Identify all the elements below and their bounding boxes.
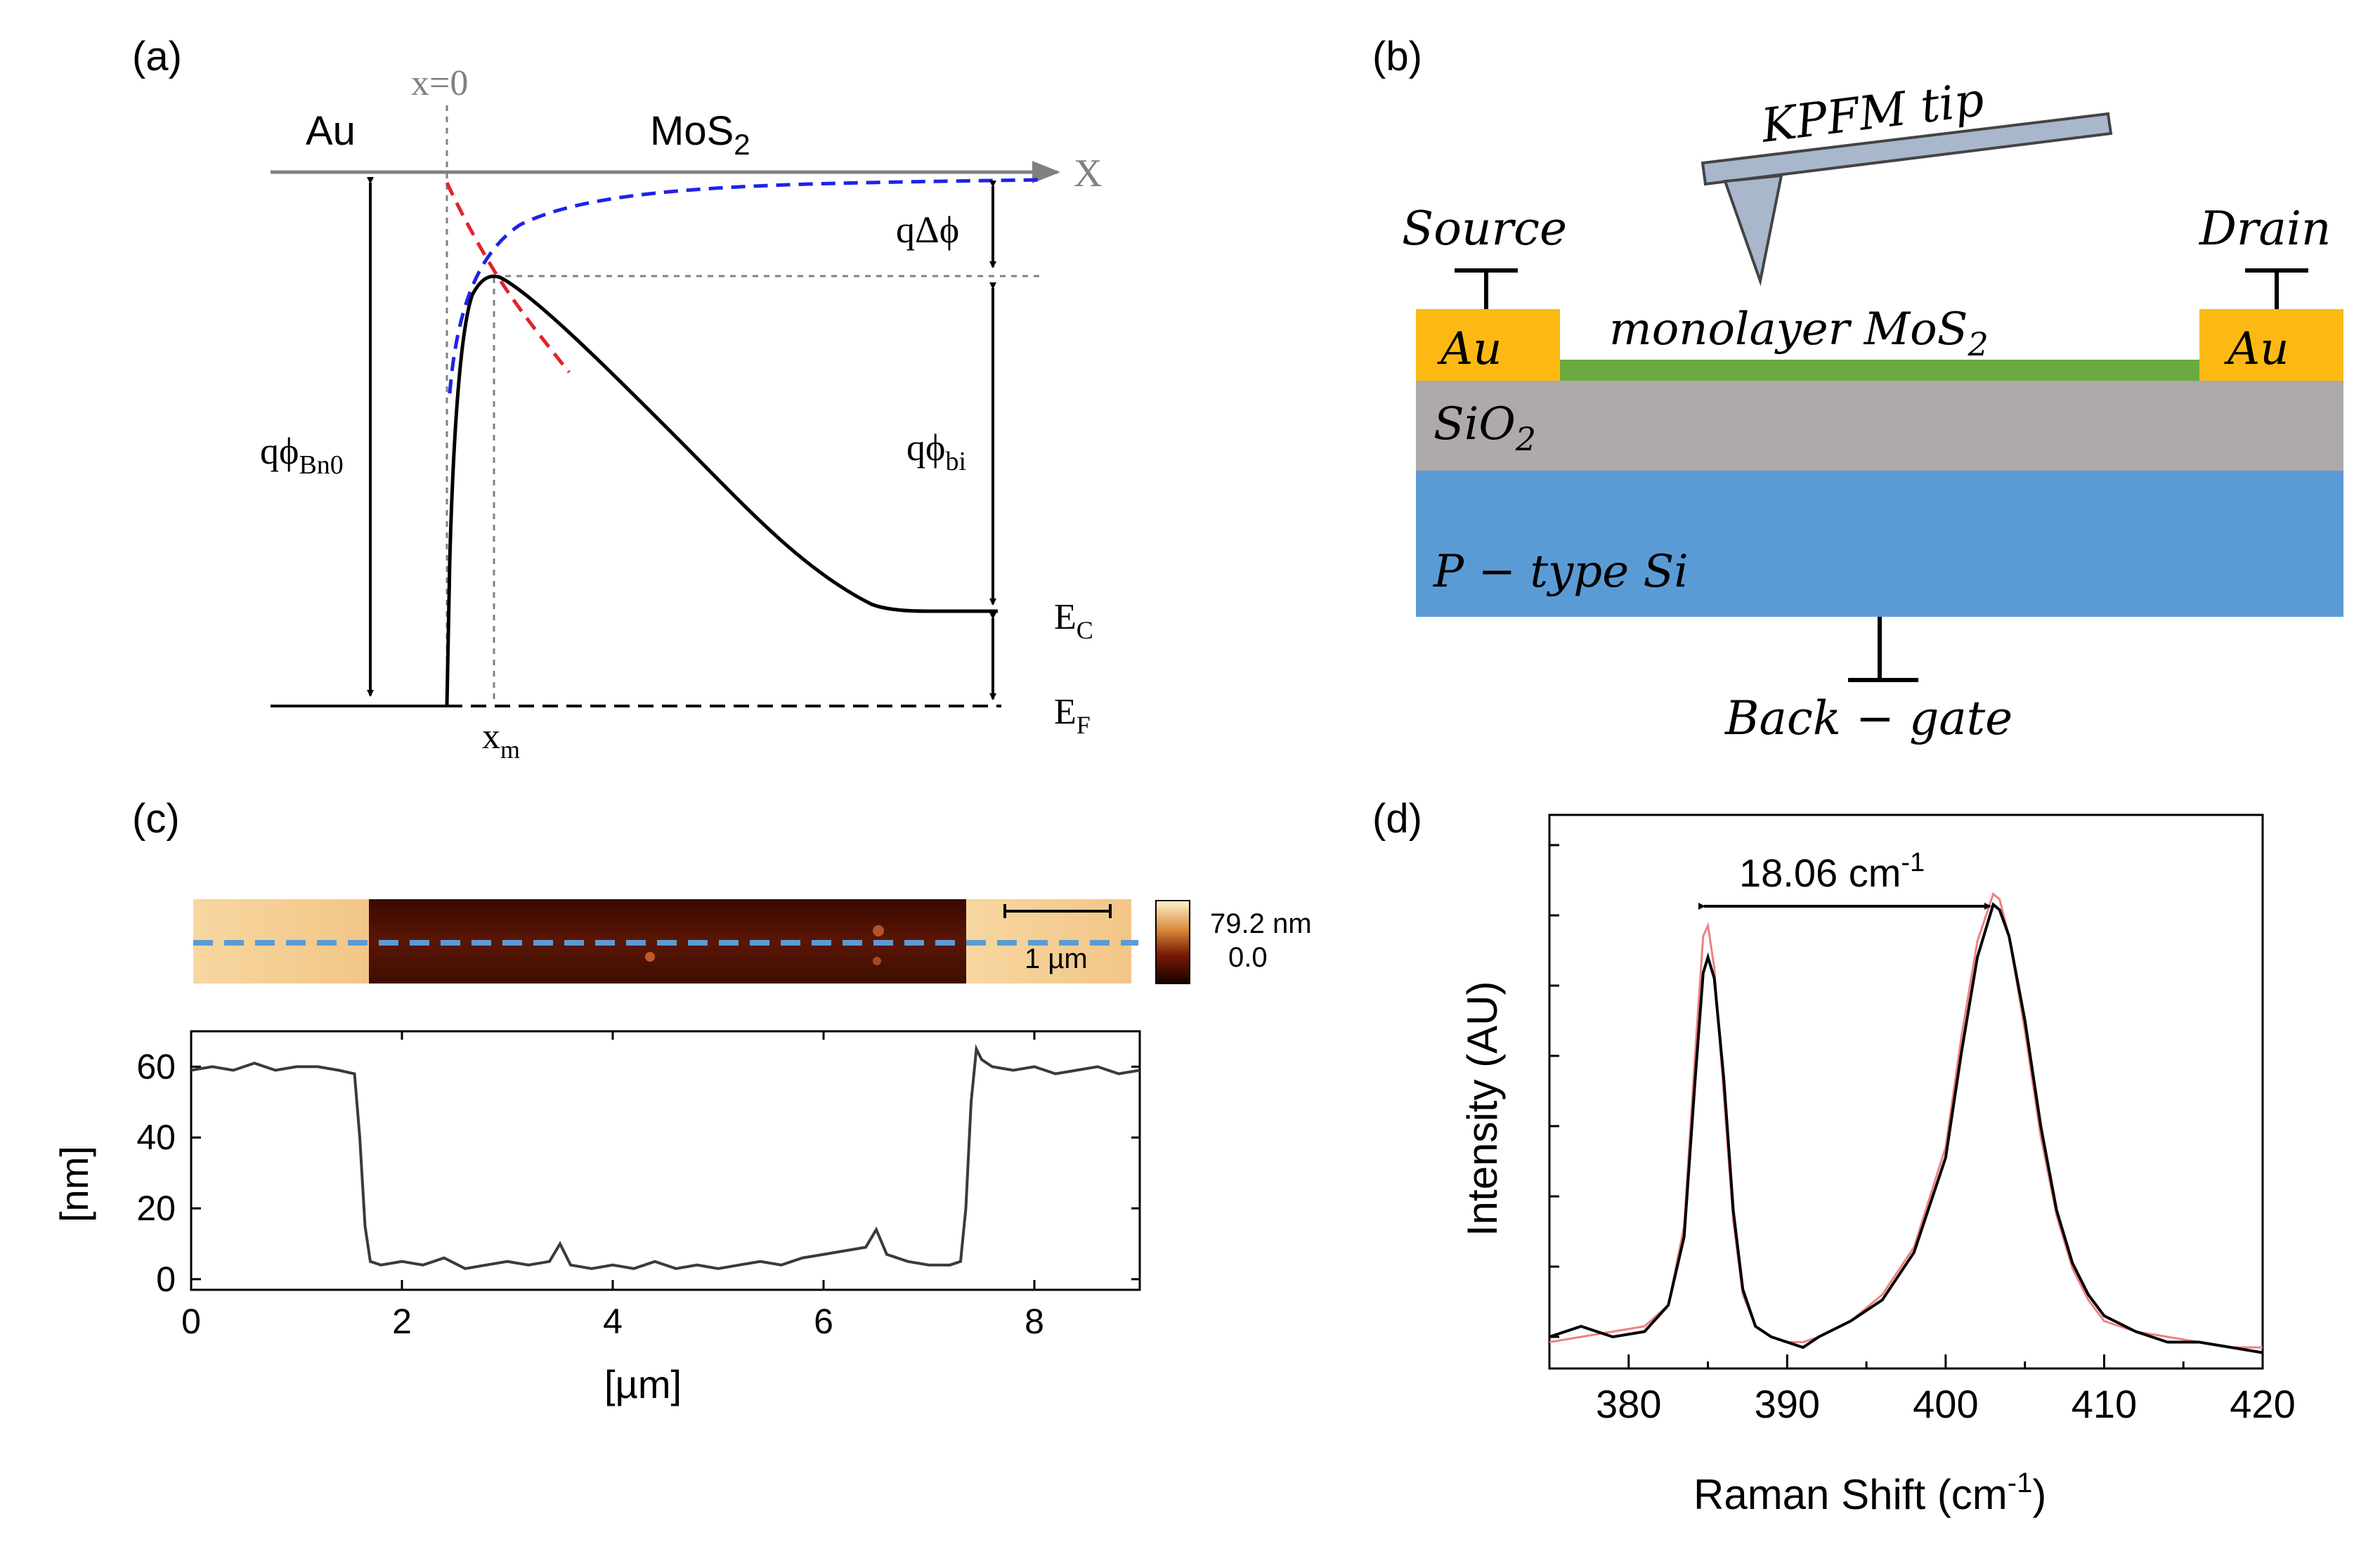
- x0-label: x=0: [411, 63, 468, 103]
- y-tick-label: 20: [136, 1189, 176, 1228]
- xm-label: xm: [482, 717, 520, 764]
- conduction-band-curve: [445, 274, 998, 707]
- panel-d-raman: (d) 380 390 400 410 420 18.06 cm-1 Intensity…: [1372, 796, 2296, 1518]
- y-tick-label: 60: [136, 1047, 176, 1086]
- raman-ticks: 380 390 400 410 420: [1548, 844, 2296, 1426]
- mos2-channel: [1560, 360, 2199, 381]
- ec-label: EC: [1054, 597, 1093, 644]
- au-drain-pad: [2199, 309, 2343, 381]
- backgate-label: Back − gate: [1724, 691, 2012, 745]
- x-tick-label: 8: [1025, 1302, 1044, 1341]
- raman-plot-frame: [1548, 814, 2264, 1370]
- raman-ylabel: Intensity (AU): [1459, 981, 1506, 1236]
- afm-particle: [645, 952, 655, 962]
- mos2-region-label: MoS2: [650, 108, 750, 161]
- colorbar-max-label: 79.2 nm: [1210, 908, 1312, 939]
- x-tick-label: 420: [2230, 1382, 2295, 1426]
- profile-ticks: 0 2 4 6 8 0 20 40 60: [136, 1031, 1140, 1341]
- si-substrate-label: P − type Si: [1433, 546, 1689, 598]
- x-tick-label: 400: [1913, 1382, 1978, 1426]
- colorbar-min-label: 0.0: [1228, 942, 1268, 973]
- afm-particle: [873, 957, 881, 965]
- x-tick-label: 2: [392, 1302, 412, 1341]
- panel-b-label: (b): [1372, 34, 1422, 79]
- kpfm-cantilever: [1701, 112, 2113, 186]
- au-region-label: Au: [306, 108, 356, 154]
- profile-plot-frame: [190, 1030, 1141, 1291]
- au-source-pad: [1416, 309, 1560, 381]
- sio2-label: SiO2: [1433, 398, 1536, 458]
- raman-xlabel: Raman Shift (cm-1): [1693, 1468, 2046, 1518]
- afm-particle: [873, 925, 884, 936]
- potential-curve: [445, 181, 571, 374]
- x-tick-label: 410: [2072, 1382, 2137, 1426]
- x-tick-label: 390: [1755, 1382, 1820, 1426]
- y-tick-label: 40: [136, 1118, 176, 1157]
- x-tick-label: 4: [603, 1302, 623, 1341]
- panel-a-band-diagram: (a) x=0 Au MoS2 X qϕBn0 qΔϕ qϕbi: [132, 34, 1102, 764]
- au-drain-label: Au: [2224, 323, 2289, 375]
- au-source-label: Au: [1437, 323, 1502, 375]
- panel-a-label: (a): [132, 34, 182, 79]
- raman-fit-line: [1549, 892, 2263, 1349]
- panel-d-label: (d): [1372, 796, 1422, 842]
- peak-separation-label: 18.06 cm-1: [1739, 848, 1925, 895]
- panel-b-device-schematic: (b) KPFM tip Source Drain Au Au monolaye…: [1372, 34, 2343, 745]
- built-in-potential-label: qϕbi: [906, 426, 966, 476]
- scale-bar-label: 1 µm: [1025, 943, 1088, 974]
- afm-pad-left: [193, 899, 369, 984]
- drain-label: Drain: [2199, 202, 2331, 256]
- x-axis-label: X: [1074, 152, 1102, 195]
- x-tick-label: 6: [814, 1302, 833, 1341]
- panel-c-afm: (c) 1 µm 79.2 nm 0.0 0 2 4 6 8 0 20 40 60 [nm] […: [52, 796, 1312, 1406]
- profile-ylabel: [nm]: [52, 1146, 96, 1222]
- x-tick-label: 0: [181, 1302, 201, 1341]
- barrier-lowering-label: qΔϕ: [896, 209, 959, 251]
- mos2-channel-label: monolayer MoS2: [1609, 303, 1989, 363]
- panel-c-label: (c): [132, 796, 180, 842]
- height-profile-line: [190, 1044, 1140, 1270]
- profile-xlabel: [µm]: [604, 1362, 682, 1406]
- si-substrate: [1416, 471, 2343, 617]
- sio2-layer: [1416, 381, 2343, 471]
- image-force-curve: [448, 178, 1041, 394]
- raman-measured-line: [1549, 902, 2263, 1354]
- kpfm-tip: [1723, 174, 1783, 287]
- ef-label: EF: [1054, 692, 1091, 739]
- source-label: Source: [1402, 202, 1567, 256]
- barrier-height-label: qϕBn0: [260, 430, 344, 480]
- afm-colorbar: [1155, 900, 1190, 984]
- y-tick-label: 0: [156, 1260, 176, 1299]
- x-tick-label: 380: [1596, 1382, 1661, 1426]
